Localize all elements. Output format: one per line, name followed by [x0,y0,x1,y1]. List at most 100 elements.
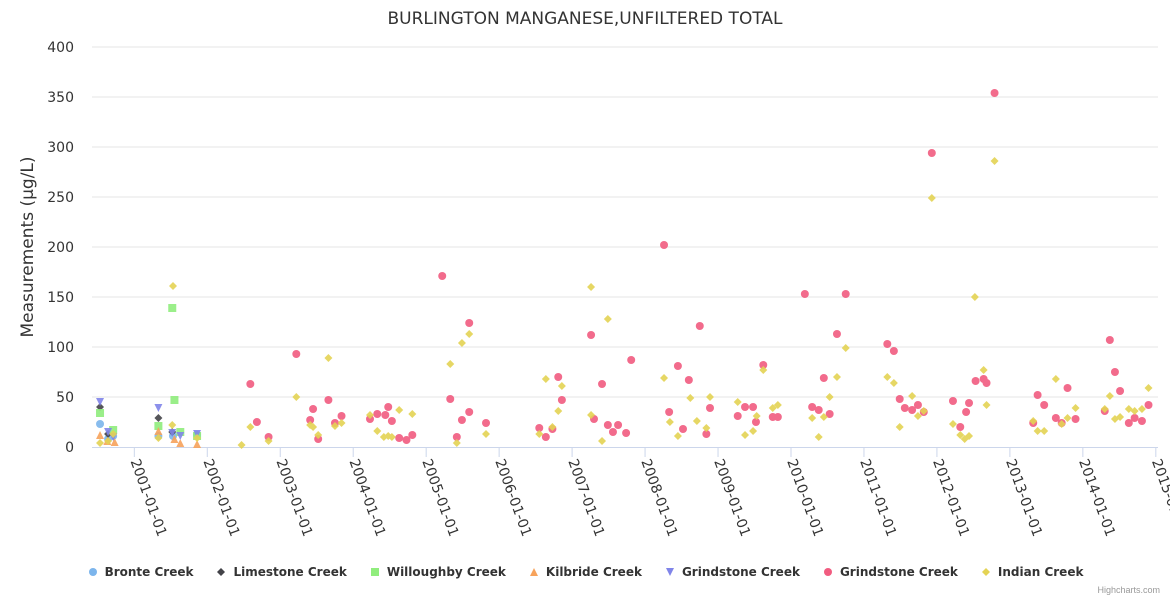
data-point[interactable] [1100,405,1109,413]
data-point[interactable] [554,373,563,381]
data-point[interactable] [154,422,163,430]
data-point[interactable] [814,406,823,414]
data-point[interactable] [819,374,828,382]
data-point[interactable] [482,430,491,438]
data-point[interactable] [170,435,179,443]
data-point[interactable] [608,428,617,436]
data-point[interactable] [702,430,711,438]
data-point[interactable] [1130,407,1139,415]
data-point[interactable] [395,406,404,414]
legend-symbol[interactable] [370,568,379,576]
data-point[interactable] [883,373,892,381]
data-point[interactable] [808,403,817,411]
data-point[interactable] [1051,375,1060,383]
data-point[interactable] [324,354,333,362]
data-point[interactable] [96,409,105,417]
data-point[interactable] [673,362,682,370]
data-point[interactable] [337,412,346,420]
data-point[interactable] [535,424,544,432]
data-point[interactable] [979,366,988,374]
legend-symbol[interactable] [981,568,990,576]
data-point[interactable] [170,396,179,404]
data-point[interactable] [832,373,841,381]
data-point[interactable] [808,414,817,422]
data-point[interactable] [773,401,782,409]
data-point[interactable] [587,283,596,291]
data-point[interactable] [1051,414,1060,422]
data-point[interactable] [913,401,922,409]
data-point[interactable] [176,432,185,440]
data-point[interactable] [104,428,113,436]
data-point[interactable] [673,432,682,440]
data-point[interactable] [535,430,544,438]
data-point[interactable] [948,397,957,405]
data-point[interactable] [733,412,742,420]
data-point[interactable] [982,379,991,387]
data-point[interactable] [395,434,404,442]
data-point[interactable] [1033,427,1042,435]
data-point[interactable] [306,416,315,424]
data-point[interactable] [665,408,674,416]
data-point[interactable] [895,423,904,431]
data-point[interactable] [548,423,557,431]
data-point[interactable] [109,430,118,438]
data-point[interactable] [751,418,760,426]
data-point[interactable] [1116,387,1125,395]
data-point[interactable] [557,396,566,404]
data-point[interactable] [452,439,461,447]
data-point[interactable] [1105,392,1114,400]
data-point[interactable] [381,411,390,419]
legend-symbol[interactable] [529,568,538,576]
data-point[interactable] [387,433,396,441]
data-point[interactable] [752,412,761,420]
data-point[interactable] [598,437,607,445]
data-point[interactable] [962,408,971,416]
data-point[interactable] [927,149,936,157]
data-point[interactable] [541,433,550,441]
data-point[interactable] [465,408,474,416]
data-point[interactable] [252,418,261,426]
data-point[interactable] [438,272,447,280]
legend-item-limestone-creek[interactable]: Limestone Creek [215,562,347,582]
data-point[interactable] [686,394,695,402]
data-point[interactable] [684,376,693,384]
data-point[interactable] [965,432,974,440]
data-point[interactable] [889,379,898,387]
data-point[interactable] [1144,401,1153,409]
data-point[interactable] [387,417,396,425]
data-point[interactable] [733,398,742,406]
data-point[interactable] [773,413,782,421]
data-point[interactable] [110,438,119,446]
data-point[interactable] [1144,384,1153,392]
data-point[interactable] [1137,417,1146,425]
data-point[interactable] [587,411,596,419]
data-point[interactable] [814,433,823,441]
data-point[interactable] [237,441,246,449]
data-point[interactable] [970,293,979,301]
data-point[interactable] [408,431,417,439]
legend-item-kilbride-creek[interactable]: Kilbride Creek [528,562,642,582]
data-point[interactable] [919,407,928,415]
data-point[interactable] [627,356,636,364]
data-point[interactable] [841,290,850,298]
legend-item-grindstone-creek-1[interactable]: Grindstone Creek [664,562,800,582]
data-point[interactable] [314,431,323,439]
data-point[interactable] [598,380,607,388]
data-point[interactable] [446,360,455,368]
data-point[interactable] [1124,419,1133,427]
data-point[interactable] [948,420,957,428]
data-point[interactable] [309,405,318,413]
data-point[interactable] [482,419,491,427]
data-point[interactable] [193,440,202,448]
data-point[interactable] [1071,404,1080,412]
data-point[interactable] [702,424,711,432]
data-point[interactable] [373,427,382,435]
data-point[interactable] [759,366,768,374]
data-point[interactable] [154,404,163,412]
data-point[interactable] [971,377,980,385]
data-point[interactable] [990,157,999,165]
data-point[interactable] [193,434,202,442]
data-point[interactable] [96,420,105,428]
data-point[interactable] [665,418,674,426]
data-point[interactable] [614,421,623,429]
